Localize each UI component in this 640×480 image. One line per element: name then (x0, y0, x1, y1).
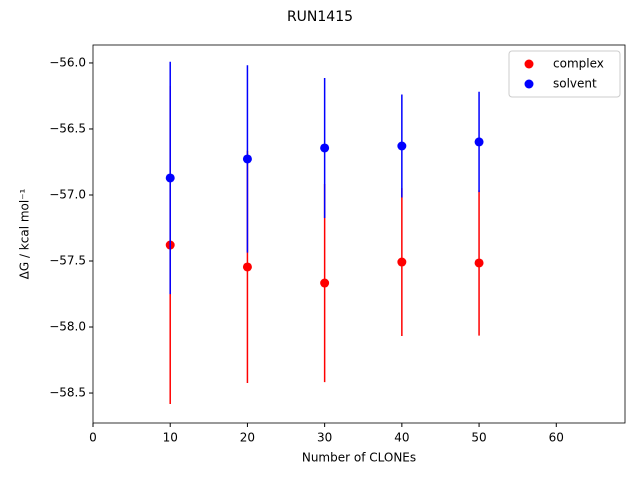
y-tick-label: −56.0 (49, 55, 86, 69)
data-point (397, 257, 407, 267)
x-tick-label: 0 (89, 431, 97, 445)
data-point (242, 262, 252, 272)
x-tick-label: 40 (394, 431, 409, 445)
x-tick-label: 30 (317, 431, 332, 445)
data-point (320, 143, 330, 153)
legend-label: solvent (553, 77, 597, 91)
data-point (165, 173, 175, 183)
legend-marker (524, 79, 534, 89)
x-tick-label: 20 (240, 431, 255, 445)
data-point (397, 141, 407, 151)
y-tick-label: −58.5 (49, 386, 86, 400)
x-tick-label: 10 (163, 431, 178, 445)
legend-box (508, 50, 621, 98)
x-tick-label: 60 (549, 431, 564, 445)
y-axis-label: ΔG / kcal mol⁻¹ (18, 188, 32, 279)
data-point (242, 154, 252, 164)
legend-label: complex (553, 57, 604, 71)
legend-marker (524, 59, 534, 69)
data-point (474, 258, 484, 268)
plot-frame (92, 44, 626, 424)
y-tick-label: −57.0 (49, 187, 86, 201)
chart-title: RUN1415 (287, 9, 353, 25)
x-axis-label: Number of CLONEs (302, 451, 416, 465)
y-tick-label: −56.5 (49, 121, 86, 135)
y-tick-label: −58.0 (49, 320, 86, 334)
data-point (474, 137, 484, 147)
y-tick-label: −57.5 (49, 254, 86, 268)
x-tick-label: 50 (471, 431, 486, 445)
data-point (320, 278, 330, 288)
